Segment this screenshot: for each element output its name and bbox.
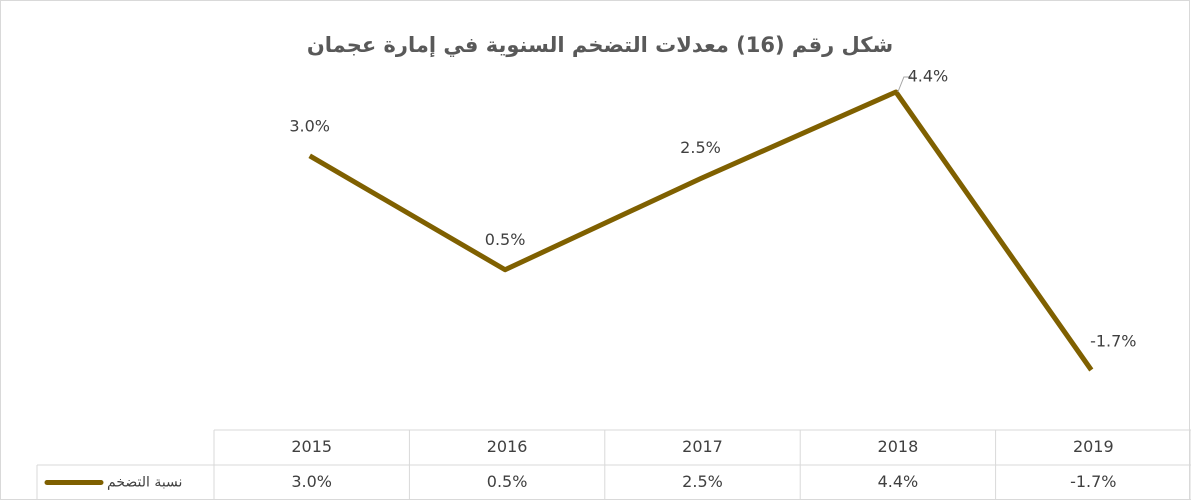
series-line (308, 89, 1094, 372)
x-tick-label: 2016 (487, 437, 528, 456)
table-value: 4.4% (878, 472, 919, 491)
table-value: 2.5% (682, 472, 723, 491)
data-label: 3.0% (289, 116, 330, 135)
table-value: 3.0% (291, 472, 332, 491)
leader-line (897, 76, 912, 93)
x-tick-label: 2015 (291, 437, 332, 456)
legend-label: نسبة التضخم (107, 475, 182, 491)
table-value: -1.7% (1070, 472, 1116, 491)
x-tick-label: 2018 (878, 437, 919, 456)
data-label: 2.5% (680, 138, 721, 157)
data-label: 0.5% (485, 230, 526, 249)
data-label: -1.7% (1090, 332, 1136, 351)
chart-title: شكل رقم (16) معدلات التضخم السنوية في إم… (307, 33, 893, 57)
table-value: 0.5% (487, 472, 528, 491)
x-tick-label: 2019 (1073, 437, 1114, 456)
x-tick-label: 2017 (682, 437, 723, 456)
data-label: 4.4% (908, 67, 949, 86)
